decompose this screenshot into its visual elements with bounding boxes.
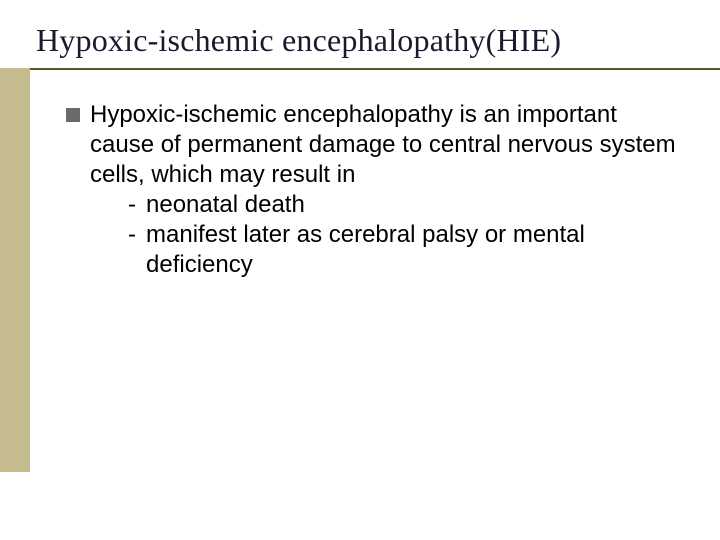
sub-item-text: neonatal death	[146, 190, 305, 220]
bullet-text: Hypoxic-ischemic encephalopathy is an im…	[90, 100, 676, 190]
slide-title: Hypoxic-ischemic encephalopathy(HIE)	[36, 22, 561, 59]
sub-list: - neonatal death - manifest later as cer…	[128, 190, 676, 280]
sub-item: - manifest later as cerebral palsy or me…	[128, 220, 676, 280]
slide: Hypoxic-ischemic encephalopathy(HIE) Hyp…	[0, 0, 720, 540]
dash-icon: -	[128, 220, 142, 280]
sub-item-text: manifest later as cerebral palsy or ment…	[146, 220, 676, 280]
title-underline	[0, 68, 720, 70]
accent-bar	[0, 68, 30, 472]
bullet-item: Hypoxic-ischemic encephalopathy is an im…	[66, 100, 676, 190]
square-bullet-icon	[66, 108, 80, 122]
sub-item: - neonatal death	[128, 190, 676, 220]
dash-icon: -	[128, 190, 142, 220]
slide-body: Hypoxic-ischemic encephalopathy is an im…	[66, 100, 676, 280]
